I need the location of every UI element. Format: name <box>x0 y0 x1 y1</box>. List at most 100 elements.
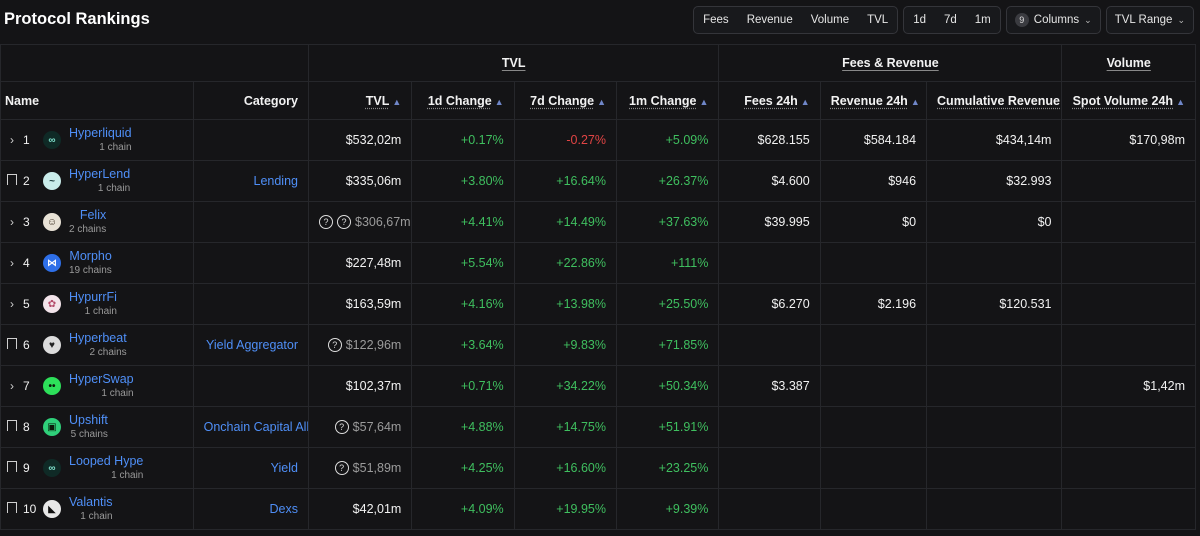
category-cell[interactable] <box>192 283 310 325</box>
period-1d[interactable]: 1d <box>913 14 926 26</box>
change-1d-cell: +3.80% <box>411 160 515 202</box>
table-row[interactable]: › 5 ✿ HypurrFi 1 chain $163,59m +4.16% +13.98% +… <box>0 283 1196 325</box>
header-1d-change[interactable]: 1d Change ▲︎ <box>411 81 515 120</box>
protocol-logo-icon: ▣ <box>43 418 61 436</box>
protocol-logo-icon: ✿ <box>43 295 61 313</box>
chain-count: 5 chains <box>70 429 108 440</box>
change-1d-cell: +5.54% <box>411 242 515 284</box>
rank-number: 5 <box>23 297 30 311</box>
help-icon[interactable]: ? <box>327 338 342 352</box>
table-row[interactable]: › 7 •• HyperSwap 1 chain $102,37m +0.71% +34.22… <box>0 365 1196 407</box>
header-7d-change[interactable]: 7d Change ▲︎ <box>513 81 617 120</box>
header-spot-volume-24h[interactable]: Spot Volume 24h ▲︎ <box>1061 81 1196 120</box>
header-category: Category <box>192 81 310 120</box>
table-row[interactable]: 9 ∞ Looped Hype 1 chain Yield? $51,89m +4.25% +… <box>0 447 1196 489</box>
group-fees-revenue: Fees & Revenue <box>718 44 1063 82</box>
revenue-24h-cell: $0 <box>819 201 928 243</box>
header-tvl[interactable]: TVL ▲︎ <box>307 81 413 120</box>
bookmark-icon[interactable] <box>5 420 19 434</box>
filter-volume[interactable]: Volume <box>810 14 850 26</box>
expand-chevron-icon[interactable]: › <box>10 133 14 147</box>
period-7d[interactable]: 7d <box>943 14 957 26</box>
help-icon[interactable]: ? <box>334 420 349 434</box>
bookmark-icon[interactable] <box>5 461 19 475</box>
protocol-name-link[interactable]: HyperLend <box>69 167 131 181</box>
chevron-down-icon: ⌄ <box>1177 14 1185 25</box>
category-cell[interactable]: Yield Aggregator <box>192 324 310 366</box>
category-cell[interactable]: Lending <box>192 160 310 202</box>
expand-chevron-icon[interactable]: › <box>10 215 14 229</box>
table-row[interactable]: 2 ~ HyperLend 1 chain Lending $335,06m +3.80% +… <box>0 160 1196 202</box>
protocol-name-link[interactable]: HypurrFi <box>69 290 117 304</box>
help-icon[interactable]: ? <box>319 215 333 229</box>
help-icon[interactable]: ? <box>337 215 351 229</box>
change-7d-cell: +34.22% <box>513 365 617 407</box>
filter-tvl[interactable]: TVL <box>867 14 889 26</box>
table-row[interactable]: › 1 ∞ Hyperliquid 1 chain $532,02m +0.17% -0.27… <box>0 119 1196 161</box>
category-cell[interactable] <box>192 365 310 407</box>
tvl-cell: $532,02m <box>307 119 413 161</box>
bookmark-icon[interactable] <box>5 502 19 516</box>
protocol-name-cell: 2 ~ HyperLend 1 chain <box>0 160 194 202</box>
sort-icon: ▲︎ <box>597 96 606 107</box>
tvl-cell: $335,06m <box>307 160 413 202</box>
expand-chevron-icon[interactable]: › <box>10 256 14 270</box>
protocol-name-cell: › 1 ∞ Hyperliquid 1 chain <box>0 119 194 161</box>
rankings-table: TVL Fees & Revenue Volume Name Category … <box>0 44 1196 530</box>
protocol-name-link[interactable]: Looped Hype <box>69 454 144 468</box>
period-1m[interactable]: 1m <box>974 14 991 26</box>
fees-24h-cell: $39.995 <box>718 201 821 243</box>
sort-icon: ▲︎ <box>1176 96 1185 107</box>
cumulative-revenue-cell: $32.993 <box>926 160 1063 202</box>
header-cumulative-revenue[interactable]: Cumulative Revenue▲︎ <box>926 81 1063 120</box>
revenue-24h-cell: $584.184 <box>819 119 928 161</box>
table-row[interactable]: 10 ◣ Valantis 1 chain Dexs $42,01m +4.09% +19.9… <box>0 488 1196 530</box>
filter-revenue[interactable]: Revenue <box>746 14 793 26</box>
columns-button[interactable]: 9 Columns ⌄ <box>1005 6 1101 34</box>
category-cell[interactable] <box>192 119 310 161</box>
cumulative-revenue-cell: $120.531 <box>926 283 1063 325</box>
rank-number: 3 <box>23 215 30 229</box>
help-icon[interactable]: ? <box>334 461 349 475</box>
change-1d-cell: +0.17% <box>411 119 515 161</box>
category-cell[interactable] <box>192 242 310 284</box>
change-7d-cell: +13.98% <box>513 283 617 325</box>
fees-24h-cell: $628.155 <box>718 119 821 161</box>
protocol-name-link[interactable]: Felix <box>79 208 107 222</box>
category-cell[interactable]: Onchain Capital Allocator <box>192 406 310 448</box>
protocol-name-link[interactable]: Morpho <box>69 249 112 263</box>
revenue-24h-cell <box>819 324 928 366</box>
sort-icon: ▲︎ <box>494 96 504 107</box>
category-cell[interactable] <box>192 201 310 243</box>
expand-chevron-icon[interactable]: › <box>10 297 14 311</box>
expand-chevron-icon[interactable]: › <box>10 379 14 393</box>
revenue-24h-cell <box>819 447 928 489</box>
table-row[interactable]: › 3 ☺ Felix 2 chains ?? $306,67m +4.41% +14.49% +… <box>0 201 1196 243</box>
table-row[interactable]: 6 ♥ Hyperbeat 2 chains Yield Aggregator? $122… <box>0 324 1196 366</box>
filter-fees[interactable]: Fees <box>703 14 729 26</box>
table-row[interactable]: › 4 ⋈ Morpho 19 chains $227,48m +5.54% +22.86% +… <box>0 242 1196 284</box>
change-7d-cell: +16.64% <box>513 160 617 202</box>
table-row[interactable]: 8 ▣ Upshift 5 chains Onchain Capital Allocat… <box>0 406 1196 448</box>
category-cell[interactable]: Dexs <box>192 488 310 530</box>
protocol-name-link[interactable]: HyperSwap <box>69 372 134 386</box>
protocol-name-link[interactable]: Valantis <box>69 495 113 509</box>
header-revenue-24h[interactable]: Revenue 24h ▲︎ <box>819 81 928 120</box>
revenue-24h-cell <box>819 488 928 530</box>
header-fees-24h[interactable]: Fees 24h ▲︎ <box>718 81 821 120</box>
protocol-name-link[interactable]: Upshift <box>69 413 108 427</box>
fees-24h-cell: $4.600 <box>718 160 821 202</box>
tvl-range-button[interactable]: TVL Range ⌄ <box>1105 6 1194 34</box>
column-header-row: Name Category TVL ▲︎ 1d Change ▲︎ 7d Chang… <box>0 81 1196 120</box>
protocol-name-link[interactable]: Hyperliquid <box>69 126 132 140</box>
fees-24h-cell: $3.387 <box>718 365 821 407</box>
tvl-cell: $42,01m <box>307 488 413 530</box>
protocol-logo-icon: ∞ <box>43 459 61 477</box>
protocol-name-link[interactable]: Hyperbeat <box>69 331 127 345</box>
tvl-cell: $227,48m <box>307 242 413 284</box>
category-cell[interactable]: Yield <box>192 447 310 489</box>
bookmark-icon[interactable] <box>5 174 19 188</box>
tvl-cell: ? $122,96m <box>307 324 413 366</box>
bookmark-icon[interactable] <box>5 338 19 352</box>
header-1m-change[interactable]: 1m Change ▲︎ <box>615 81 720 120</box>
